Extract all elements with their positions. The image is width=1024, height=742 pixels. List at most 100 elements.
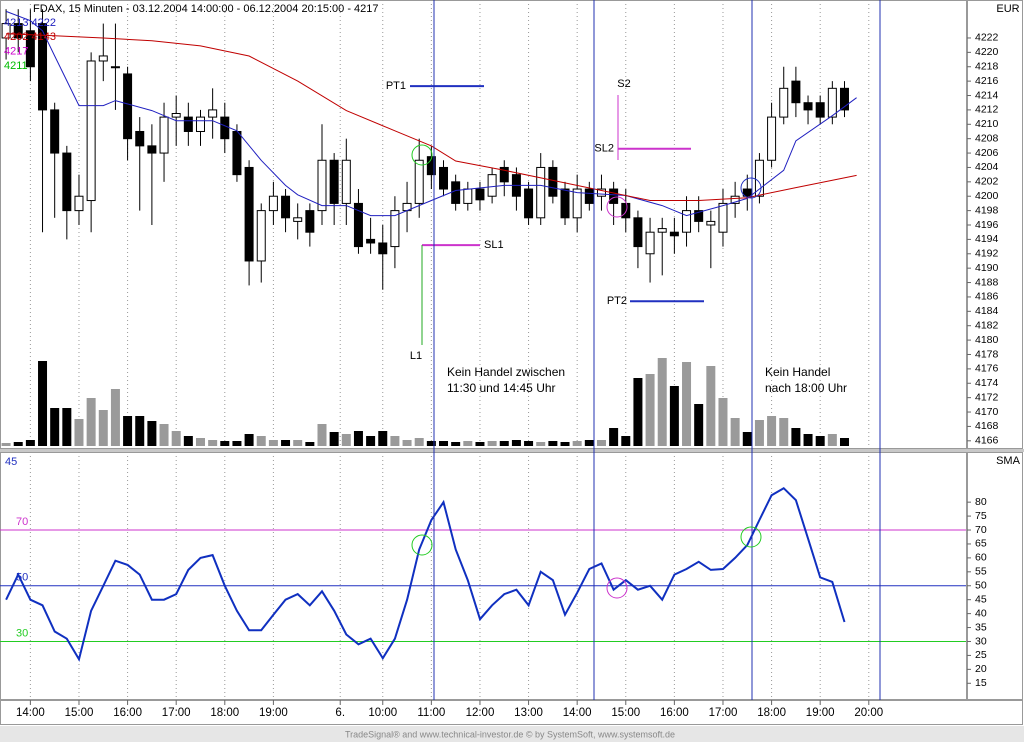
volume-bar bbox=[281, 440, 291, 446]
volume-bar bbox=[803, 434, 813, 446]
volume-bar bbox=[645, 374, 655, 446]
y-tick-label: 4190 bbox=[975, 262, 999, 274]
y-tick-label: 4194 bbox=[975, 233, 999, 245]
y-tick-label: 35 bbox=[975, 621, 987, 633]
volume-bar bbox=[487, 441, 497, 446]
candle-body bbox=[244, 166, 254, 262]
volume-bar bbox=[25, 440, 35, 446]
volume-bar bbox=[426, 441, 436, 446]
y-tick-label: 4174 bbox=[975, 377, 999, 389]
volume-bar bbox=[475, 442, 485, 446]
volume-bar bbox=[706, 366, 716, 446]
candle-body bbox=[767, 116, 777, 161]
candle-body bbox=[839, 87, 849, 111]
volume-bar bbox=[791, 428, 801, 446]
signal-circle bbox=[411, 144, 433, 166]
volume-bar bbox=[183, 436, 193, 446]
volume-bar bbox=[62, 408, 72, 446]
volume-bar bbox=[74, 419, 84, 446]
volume-bar bbox=[159, 424, 169, 446]
candle-body bbox=[633, 217, 643, 248]
volume-bar bbox=[171, 431, 181, 446]
candle-body bbox=[560, 188, 570, 219]
volume-bar bbox=[317, 424, 327, 446]
candle-body bbox=[572, 188, 582, 219]
y-tick-label: 4204 bbox=[975, 161, 999, 173]
candle-body bbox=[123, 73, 133, 140]
volume-bar bbox=[682, 362, 692, 446]
candle-body bbox=[694, 210, 704, 222]
volume-bar bbox=[98, 410, 108, 446]
y-tick-label: 4202 bbox=[975, 176, 999, 188]
indicator-name: SMA bbox=[996, 455, 1021, 467]
x-tick-label: 12:00 bbox=[466, 707, 495, 719]
x-tick-label: 15:00 bbox=[611, 707, 640, 719]
volume-bar bbox=[657, 358, 667, 446]
annotation-label: SL1 bbox=[484, 239, 504, 251]
candle-body bbox=[329, 159, 339, 204]
volume-bar bbox=[718, 398, 728, 446]
x-tick-label: 16:00 bbox=[113, 707, 142, 719]
candle-body bbox=[268, 195, 278, 212]
candle-body bbox=[645, 231, 655, 255]
footer: TradeSignal® and www.technical-investor.… bbox=[345, 729, 675, 739]
y-tick-label: 4182 bbox=[975, 319, 999, 331]
y-tick-label: 15 bbox=[975, 677, 987, 689]
candle-body bbox=[1, 23, 11, 39]
candle-body bbox=[584, 188, 594, 204]
y-tick-label: 4188 bbox=[975, 276, 999, 288]
signal-circle bbox=[606, 577, 628, 599]
panel-separator bbox=[0, 449, 1024, 452]
volume-bar bbox=[815, 436, 825, 446]
x-tick-label: 14:00 bbox=[16, 707, 45, 719]
y-tick-label: 4210 bbox=[975, 118, 999, 130]
volume-bar bbox=[256, 436, 266, 446]
volume-bar bbox=[414, 438, 424, 446]
candle-body bbox=[317, 159, 327, 212]
x-tick-label: 14:00 bbox=[563, 707, 592, 719]
y-tick-label: 4170 bbox=[975, 406, 999, 418]
annotation-label: SL2 bbox=[594, 143, 614, 155]
y-tick-label: 55 bbox=[975, 566, 987, 578]
candle-body bbox=[524, 188, 534, 219]
candle-body bbox=[366, 238, 376, 244]
candle-body bbox=[390, 210, 400, 248]
volume-bar bbox=[86, 398, 96, 446]
volume-bar bbox=[560, 442, 570, 446]
candle-body bbox=[536, 166, 546, 219]
volume-bar bbox=[329, 432, 339, 446]
candle-body bbox=[135, 130, 145, 147]
level-label: 70 bbox=[16, 516, 28, 528]
candle-body bbox=[50, 109, 60, 154]
candle-body bbox=[171, 113, 181, 118]
candle-body bbox=[281, 195, 291, 219]
candle-body bbox=[147, 145, 157, 154]
x-tick-label: 18:00 bbox=[210, 707, 239, 719]
y-tick-label: 4218 bbox=[975, 61, 999, 73]
candle-body bbox=[293, 217, 303, 222]
candle-body bbox=[779, 87, 789, 118]
volume-bar bbox=[50, 408, 60, 446]
indicator-last-value: 45 bbox=[5, 456, 17, 468]
candle-body bbox=[25, 30, 35, 68]
candle-body bbox=[13, 23, 23, 39]
layout-lines bbox=[411, 0, 881, 700]
y-tick-label: 4212 bbox=[975, 104, 999, 116]
candle-body bbox=[815, 102, 825, 118]
x-tick-label: 19:00 bbox=[259, 707, 288, 719]
volume-bar bbox=[110, 389, 120, 446]
signal-circle bbox=[740, 526, 762, 548]
volume-bar bbox=[341, 434, 351, 446]
y-tick-label: 4222 bbox=[975, 32, 999, 44]
volume-bar bbox=[390, 436, 400, 446]
candle-body bbox=[499, 166, 509, 183]
candle-body bbox=[730, 195, 740, 204]
candle-body bbox=[682, 210, 692, 233]
annotation-label: L1 bbox=[410, 350, 422, 362]
candle-body bbox=[548, 166, 558, 197]
y-tick-label: 4220 bbox=[975, 46, 999, 58]
signal-circle bbox=[411, 534, 433, 556]
volume-bar bbox=[730, 418, 740, 446]
